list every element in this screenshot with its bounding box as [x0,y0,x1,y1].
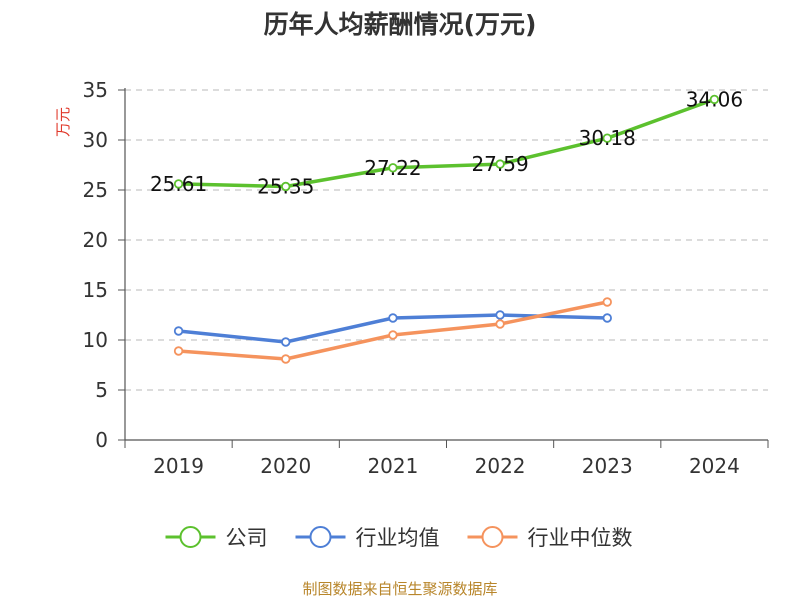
y-tick-label: 10 [83,328,108,352]
series-point-0 [709,94,720,105]
y-tick-label: 0 [95,428,108,452]
source-note: 制图数据来自恒生聚源数据库 [302,580,497,598]
legend-item-2[interactable]: 行业中位数 [467,526,633,550]
y-tick-label: 25 [83,178,108,202]
y-tick-label: 35 [83,78,108,102]
y-tick-label: 20 [83,228,108,252]
data-label: 25.61 [150,172,207,196]
data-label: 30.18 [579,126,636,150]
series-point-0 [173,179,184,189]
series-point-1 [388,313,398,323]
legend-swatch-marker [481,526,504,548]
legend-label: 行业中位数 [528,526,633,550]
x-tick-label: 2024 [689,454,740,478]
series-point-2 [495,319,505,329]
series-point-0 [388,163,398,173]
series-point-0 [602,133,612,143]
legend-swatch-marker [309,526,332,548]
legend-swatch-marker [179,526,202,548]
series-line-0 [176,97,717,189]
legend-label: 行业均值 [356,526,440,550]
x-tick-label: 2021 [367,454,418,478]
legend-item-0[interactable]: 公司 [165,526,268,550]
chart-title: 历年人均薪酬情况(万元) [264,10,537,39]
series-point-2 [602,297,612,307]
series-point-1 [602,313,612,323]
x-tick-label: 2022 [475,454,526,478]
data-label: 27.22 [364,156,421,180]
x-tick-label: 2023 [582,454,633,478]
data-label: 27.59 [471,152,528,176]
x-tick-label: 2020 [260,454,311,478]
y-tick-label: 5 [95,378,108,402]
series-point-2 [281,354,291,364]
series-point-2 [173,346,184,356]
series-point-0 [281,181,291,192]
data-label: 34.06 [686,87,743,111]
series-point-1 [495,310,505,320]
series-point-0 [495,159,505,169]
legend-label: 公司 [226,526,268,550]
y-tick-label: 30 [83,128,108,152]
y-tick-label: 15 [83,278,108,302]
series-point-1 [173,326,184,336]
x-tick-label: 2019 [153,454,204,478]
data-label: 25.35 [257,175,314,199]
series-point-2 [388,330,398,340]
legend-item-1[interactable]: 行业均值 [295,526,440,550]
series-point-1 [281,337,291,347]
y-axis-title: 万元 [54,107,72,137]
